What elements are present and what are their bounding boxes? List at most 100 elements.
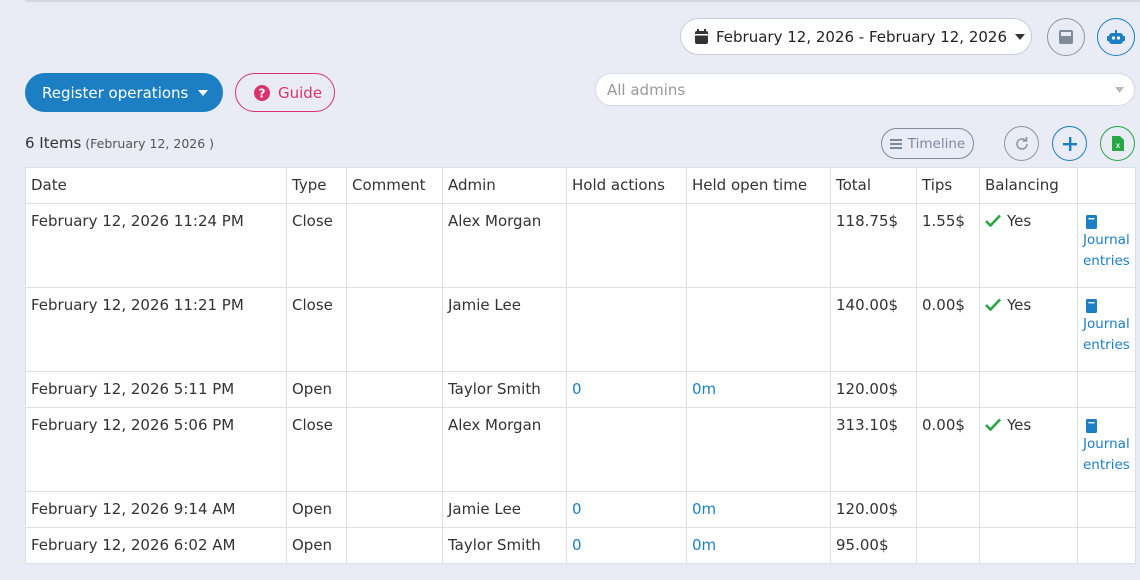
cell-hold-actions <box>566 203 687 288</box>
svg-text:x: x <box>1115 141 1120 150</box>
balancing-status: Yes <box>1007 296 1032 314</box>
cell-type: Close <box>286 287 347 372</box>
count-date: (February 12, 2026 ) <box>85 136 215 151</box>
column-header: Admin <box>442 167 567 204</box>
date-range-picker[interactable]: February 12, 2026 - February 12, 2026 <box>680 18 1032 55</box>
add-button[interactable] <box>1052 126 1087 161</box>
cell-date: February 12, 2026 11:24 PM <box>25 203 287 288</box>
cell-text: Open <box>292 380 333 398</box>
calculator-button[interactable] <box>1047 18 1085 56</box>
cell-tips: 1.55$ <box>916 203 980 288</box>
cell-held-open-time: 0m <box>686 491 831 528</box>
cell-text: February 12, 2026 6:02 AM <box>31 536 236 554</box>
book-line <box>1088 302 1095 304</box>
cell-text: 140.00$ <box>836 296 899 314</box>
cell-text: 0m <box>692 380 717 398</box>
divider <box>25 0 1140 2</box>
table-row: February 12, 2026 9:14 AM Open Jamie Lee 0 0… <box>25 491 1136 528</box>
book <box>1086 419 1097 433</box>
admin-filter[interactable]: All admins <box>595 73 1135 106</box>
cell-hold-actions <box>566 287 687 372</box>
cell-text: Alex Morgan <box>448 416 542 434</box>
caret <box>1115 87 1124 93</box>
table-row: February 12, 2026 5:06 PM Close Alex Morga… <box>25 407 1136 492</box>
cell-tips <box>916 371 980 408</box>
cell-comment <box>346 491 443 528</box>
column-header: Date <box>25 167 287 204</box>
column-header: Total <box>830 167 917 204</box>
journal-entries-link[interactable]: Journal entries <box>1083 215 1130 272</box>
cell-balancing: Yes <box>979 287 1078 372</box>
cell-held-open-time <box>686 287 831 372</box>
cell-link <box>1077 371 1136 408</box>
journal-entries-link[interactable]: Journal entries <box>1083 299 1130 356</box>
book-line <box>1088 218 1095 220</box>
cell-total: 313.10$ <box>830 407 917 492</box>
cell-hold-actions: 0 <box>566 527 687 564</box>
cell-comment <box>346 371 443 408</box>
assistant-button[interactable] <box>1097 18 1135 56</box>
cell-hold-actions: 0 <box>566 491 687 528</box>
table-row: February 12, 2026 5:11 PM Open Taylor Smit… <box>25 371 1136 408</box>
cell-type: Open <box>286 371 347 408</box>
table-row: February 12, 2026 6:02 AM Open Taylor Smit… <box>25 527 1136 564</box>
item-count: 6 Items (February 12, 2026 ) <box>25 134 214 152</box>
cell-comment <box>346 527 443 564</box>
cell-tips: 0.00$ <box>916 407 980 492</box>
plus-icon <box>1062 136 1077 151</box>
cell-admin: Taylor Smith <box>442 527 567 564</box>
count-text: 6 Items <box>25 134 82 152</box>
cell-date: February 12, 2026 9:14 AM <box>25 491 287 528</box>
column-header: Held open time <box>686 167 831 204</box>
caret <box>1015 33 1026 40</box>
cell-text: Close <box>292 416 333 434</box>
column-header: Hold actions <box>566 167 687 204</box>
cell-balancing: Yes <box>979 407 1078 492</box>
cell-text: February 12, 2026 11:21 PM <box>31 296 244 314</box>
cell-date: February 12, 2026 11:21 PM <box>25 287 287 372</box>
refresh-icon <box>1015 136 1028 150</box>
cell-held-open-time: 0m <box>686 527 831 564</box>
guide-button[interactable]: ? Guide <box>235 73 335 112</box>
excel-icon: x <box>1111 136 1124 151</box>
table-row: February 12, 2026 11:24 PM Close Alex Morg… <box>25 203 1136 288</box>
link-text: Journal entries <box>1083 436 1130 473</box>
cell-held-open-time: 0m <box>686 371 831 408</box>
cell-text: Alex Morgan <box>448 212 542 230</box>
cell-total: 120.00$ <box>830 371 917 408</box>
column-header: Balancing <box>979 167 1078 204</box>
cell-balancing <box>979 491 1078 528</box>
cell-text: February 12, 2026 5:11 PM <box>31 380 235 398</box>
cell-text: Taylor Smith <box>448 380 541 398</box>
cell-held-open-time <box>686 203 831 288</box>
cell-text: Open <box>292 500 333 518</box>
icon <box>1059 30 1073 44</box>
book-icon <box>1086 299 1097 313</box>
cell-text: 1.55$ <box>922 212 965 230</box>
link-text: Journal entries <box>1083 232 1130 269</box>
cell-comment <box>346 407 443 492</box>
cell-admin: Alex Morgan <box>442 203 567 288</box>
check-icon <box>985 298 1001 312</box>
list-icon <box>889 138 902 149</box>
register-operations-button[interactable]: Register operations <box>25 73 223 112</box>
journal-entries-link[interactable]: Journal entries <box>1083 419 1130 476</box>
check-icon <box>985 214 1001 228</box>
cell-hold-actions: 0 <box>566 371 687 408</box>
export-excel-button[interactable]: x <box>1100 126 1135 161</box>
cell-text: Open <box>292 536 333 554</box>
refresh-button[interactable] <box>1004 126 1039 161</box>
book-icon <box>1086 215 1097 229</box>
cell-link: Journal entries <box>1077 287 1136 372</box>
cell-link: Journal entries <box>1077 407 1136 492</box>
cell-text: February 12, 2026 5:06 PM <box>31 416 235 434</box>
cell-text: February 12, 2026 9:14 AM <box>31 500 236 518</box>
book <box>1086 215 1097 229</box>
cell-comment <box>346 203 443 288</box>
timeline-button[interactable]: Timeline <box>881 128 974 159</box>
cell-total: 95.00$ <box>830 527 917 564</box>
placeholder: All admins <box>607 80 686 99</box>
cell-balancing <box>979 371 1078 408</box>
